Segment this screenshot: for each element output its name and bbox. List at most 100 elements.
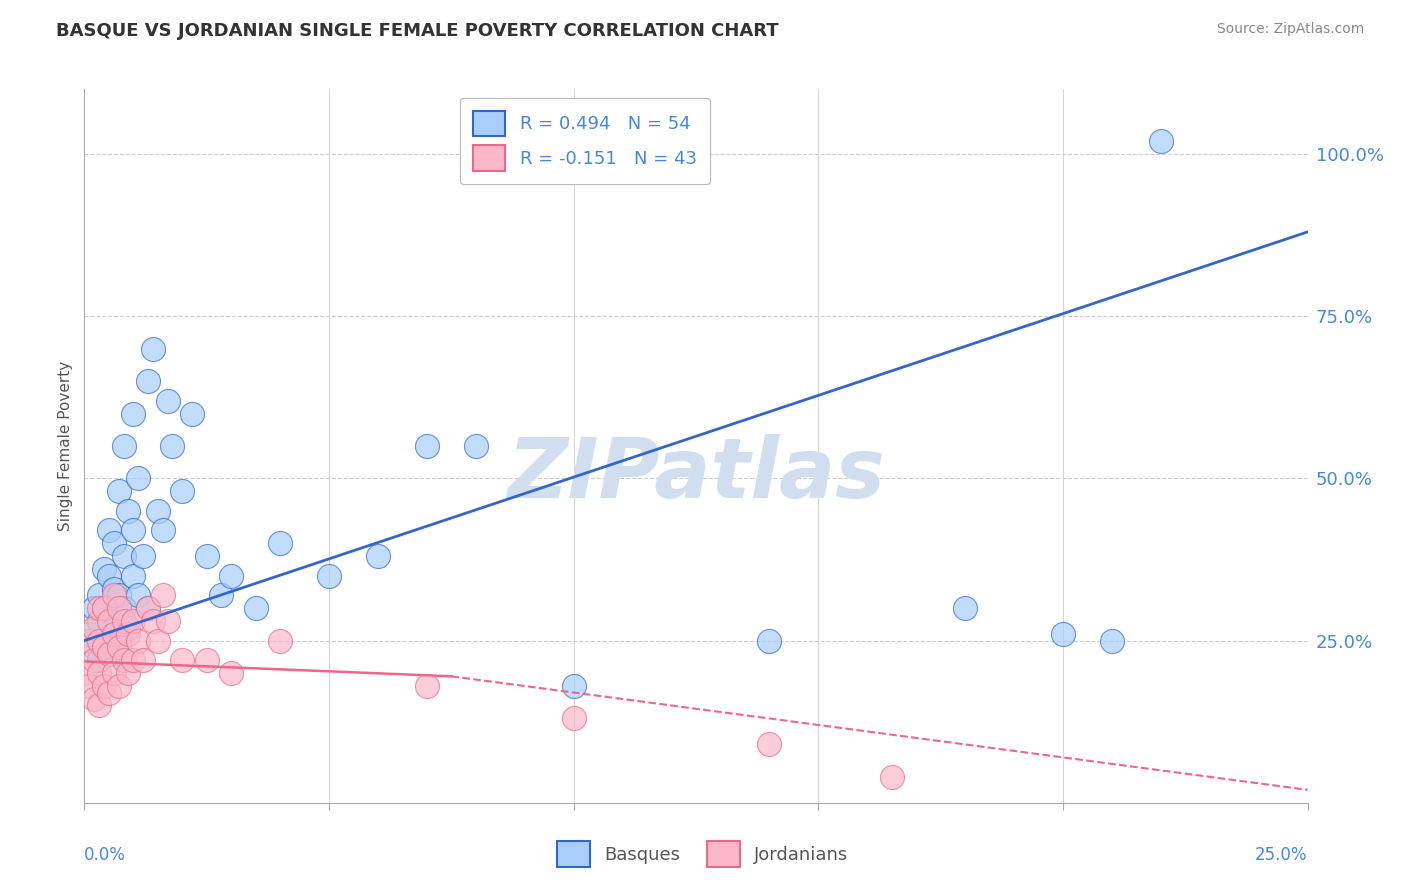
Point [1052, 627, 1074, 641]
Point [172, 484, 194, 499]
Point [367, 549, 389, 564]
Point [83, 653, 105, 667]
Point [136, 601, 159, 615]
Point [416, 439, 439, 453]
Point [107, 588, 129, 602]
Point [219, 666, 242, 681]
Point [127, 588, 149, 602]
Point [127, 633, 149, 648]
Point [107, 601, 129, 615]
Point [97, 568, 120, 582]
Point [103, 627, 125, 641]
Point [107, 633, 129, 648]
Point [880, 770, 903, 784]
Point [269, 536, 291, 550]
Point [127, 471, 149, 485]
Point [93, 562, 115, 576]
Point [107, 679, 129, 693]
Point [112, 439, 135, 453]
Point [152, 588, 174, 602]
Point [112, 549, 135, 564]
Point [93, 640, 115, 654]
Point [136, 374, 159, 388]
Point [953, 601, 976, 615]
Point [142, 342, 165, 356]
Point [562, 679, 585, 693]
Point [83, 601, 105, 615]
Point [73, 666, 96, 681]
Point [77, 679, 100, 693]
Point [117, 504, 139, 518]
Point [93, 679, 115, 693]
Point [83, 692, 105, 706]
Point [142, 614, 165, 628]
Point [416, 679, 439, 693]
Point [83, 621, 105, 635]
Point [83, 640, 105, 654]
Point [112, 614, 135, 628]
Point [122, 524, 145, 538]
Point [146, 633, 169, 648]
Point [219, 568, 242, 582]
Legend: Basques, Jordanians: Basques, Jordanians [550, 834, 856, 874]
Point [758, 633, 780, 648]
Point [87, 698, 110, 713]
Legend: R = 0.494   N = 54, R = -0.151   N = 43: R = 0.494 N = 54, R = -0.151 N = 43 [460, 98, 710, 184]
Point [87, 633, 110, 648]
Point [112, 653, 135, 667]
Point [97, 647, 120, 661]
Point [107, 640, 129, 654]
Point [156, 393, 179, 408]
Point [93, 633, 115, 648]
Point [172, 653, 194, 667]
Point [93, 601, 115, 615]
Point [318, 568, 340, 582]
Point [77, 633, 100, 648]
Point [87, 653, 110, 667]
Point [107, 484, 129, 499]
Point [758, 738, 780, 752]
Point [245, 601, 267, 615]
Point [1101, 633, 1123, 648]
Point [156, 614, 179, 628]
Text: Source: ZipAtlas.com: Source: ZipAtlas.com [1216, 22, 1364, 37]
Point [136, 601, 159, 615]
Point [93, 601, 115, 615]
Point [103, 588, 125, 602]
Point [103, 582, 125, 596]
Point [162, 439, 184, 453]
Point [117, 621, 139, 635]
Point [117, 627, 139, 641]
Point [152, 524, 174, 538]
Point [97, 647, 120, 661]
Text: ZIPatlas: ZIPatlas [508, 434, 884, 515]
Point [97, 524, 120, 538]
Point [146, 504, 169, 518]
Point [87, 588, 110, 602]
Point [77, 627, 100, 641]
Point [97, 614, 120, 628]
Point [132, 549, 155, 564]
Point [132, 653, 155, 667]
Point [103, 621, 125, 635]
Point [122, 614, 145, 628]
Point [562, 711, 585, 725]
Point [122, 568, 145, 582]
Point [117, 666, 139, 681]
Text: 25.0%: 25.0% [1256, 846, 1308, 863]
Point [195, 653, 218, 667]
Point [87, 614, 110, 628]
Point [103, 666, 125, 681]
Text: 0.0%: 0.0% [84, 846, 127, 863]
Point [112, 601, 135, 615]
Point [97, 614, 120, 628]
Point [87, 666, 110, 681]
Point [1150, 134, 1173, 148]
Y-axis label: Single Female Poverty: Single Female Poverty [58, 361, 73, 531]
Point [87, 601, 110, 615]
Point [103, 536, 125, 550]
Text: BASQUE VS JORDANIAN SINGLE FEMALE POVERTY CORRELATION CHART: BASQUE VS JORDANIAN SINGLE FEMALE POVERT… [56, 22, 779, 40]
Point [181, 407, 204, 421]
Point [269, 633, 291, 648]
Point [209, 588, 232, 602]
